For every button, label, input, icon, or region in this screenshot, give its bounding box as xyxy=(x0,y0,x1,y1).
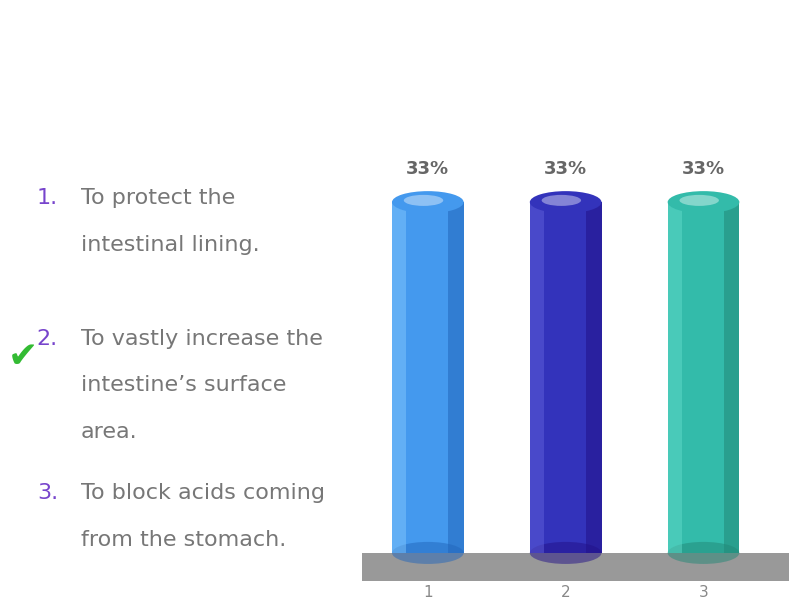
FancyBboxPatch shape xyxy=(530,202,544,553)
FancyBboxPatch shape xyxy=(448,202,464,553)
FancyBboxPatch shape xyxy=(392,202,406,553)
Text: intestinal lining.: intestinal lining. xyxy=(81,235,259,255)
Text: intestine’s surface: intestine’s surface xyxy=(81,376,286,395)
Text: 33%: 33% xyxy=(544,160,587,178)
Ellipse shape xyxy=(668,191,739,213)
Ellipse shape xyxy=(542,195,581,206)
Text: ✔: ✔ xyxy=(7,340,38,374)
FancyBboxPatch shape xyxy=(586,202,602,553)
Ellipse shape xyxy=(392,191,464,213)
Text: 2.: 2. xyxy=(37,329,58,349)
Ellipse shape xyxy=(668,542,739,564)
FancyBboxPatch shape xyxy=(723,202,739,553)
FancyBboxPatch shape xyxy=(530,202,602,553)
Ellipse shape xyxy=(530,191,602,213)
Text: 1: 1 xyxy=(423,585,433,600)
Text: from the stomach.: from the stomach. xyxy=(81,530,286,550)
Text: To vastly increase the: To vastly increase the xyxy=(81,329,323,349)
Ellipse shape xyxy=(679,195,719,206)
Ellipse shape xyxy=(404,195,443,206)
FancyBboxPatch shape xyxy=(392,202,464,553)
FancyBboxPatch shape xyxy=(668,202,682,553)
Text: 33%: 33% xyxy=(406,160,450,178)
Text: 3.: 3. xyxy=(37,483,58,503)
Text: To block acids coming: To block acids coming xyxy=(81,483,325,503)
FancyBboxPatch shape xyxy=(668,202,739,553)
Text: 33%: 33% xyxy=(682,160,725,178)
Ellipse shape xyxy=(392,542,464,564)
Text: 3: 3 xyxy=(698,585,708,600)
Text: 1.: 1. xyxy=(37,188,58,208)
Text: area.: area. xyxy=(81,422,138,442)
Ellipse shape xyxy=(530,542,602,564)
FancyBboxPatch shape xyxy=(362,553,789,581)
Text: Why do we have microvilli?: Why do we have microvilli? xyxy=(24,39,800,93)
Text: To protect the: To protect the xyxy=(81,188,235,208)
Text: 2: 2 xyxy=(561,585,570,600)
